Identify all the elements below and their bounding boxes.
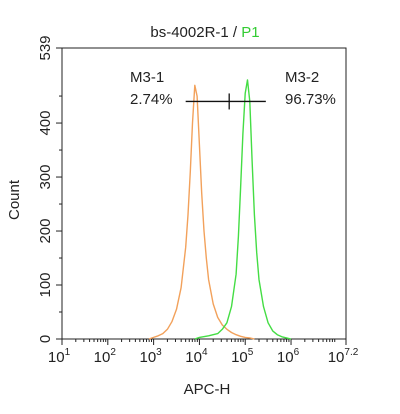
x-tick-exponent: 2: [110, 347, 116, 358]
series-line-1: [148, 84, 255, 340]
chart-title-gate: P1: [241, 24, 259, 41]
x-tick-base: 10: [94, 349, 111, 366]
gate-1-name: M3-1: [130, 69, 164, 86]
series-group: [148, 79, 292, 340]
x-tick-base: 10: [231, 349, 248, 366]
x-tick-exponent: 1: [65, 347, 71, 358]
x-axis: 101 102 103 104 105 106 107.2: [48, 339, 359, 366]
x-tick-label: 103: [139, 347, 162, 366]
x-tick-exponent: 6: [294, 347, 300, 358]
plot-frame: [61, 47, 347, 340]
y-tick-label: 200: [37, 219, 54, 244]
x-tick-base: 10: [328, 349, 345, 366]
x-tick-label: 102: [94, 347, 117, 366]
x-tick-exponent: 7.2: [344, 347, 358, 358]
x-tick-exponent: 3: [156, 347, 162, 358]
x-tick-base: 10: [139, 349, 156, 366]
x-tick-label: 101: [48, 347, 71, 366]
x-tick-label: 104: [185, 347, 208, 366]
chart-title-prefix: bs-4002R-1 /: [150, 24, 241, 41]
x-tick-base: 10: [277, 349, 294, 366]
gate-2-percent: 96.73%: [285, 91, 336, 108]
x-tick-exponent: 5: [248, 347, 254, 358]
y-tick-label: 300: [37, 165, 54, 190]
gate-group: M3-1 2.74% M3-2 96.73%: [130, 69, 336, 110]
x-tick-label: 105: [231, 347, 254, 366]
y-tick-label: 539: [37, 35, 54, 60]
x-axis-label: APC-H: [184, 381, 231, 398]
x-tick-base: 10: [185, 349, 202, 366]
y-axis: 0 100 200 300 400 539: [37, 35, 62, 343]
y-tick-label: 100: [37, 272, 54, 297]
x-tick-label: 107.2: [328, 347, 359, 366]
gate-2-name: M3-2: [285, 69, 319, 86]
x-tick-label: 106: [277, 347, 300, 366]
series-line-2: [194, 79, 292, 340]
y-tick-label: 0: [37, 335, 54, 343]
x-tick-base: 10: [48, 349, 65, 366]
y-axis-label: Count: [6, 179, 23, 220]
y-tick-label: 400: [37, 111, 54, 136]
gate-1-percent: 2.74%: [130, 91, 173, 108]
chart-title: bs-4002R-1 / P1: [150, 24, 259, 41]
x-tick-exponent: 4: [202, 347, 208, 358]
